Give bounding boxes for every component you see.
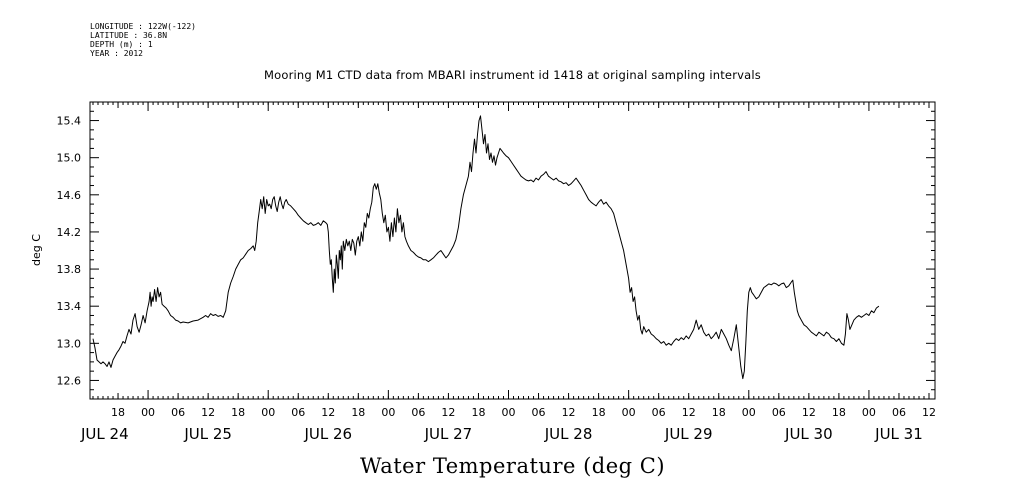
x-hour-label: 18 bbox=[231, 406, 245, 419]
x-hour-label: 00 bbox=[261, 406, 275, 419]
series-line-water-temperature bbox=[92, 115, 880, 380]
x-axis-label: Water Temperature (deg C) bbox=[359, 454, 666, 478]
x-hour-label: 12 bbox=[321, 406, 335, 419]
y-tick-label: 14.6 bbox=[57, 189, 82, 202]
x-day-label: JUL 27 bbox=[424, 425, 473, 443]
y-tick-label: 15.4 bbox=[57, 115, 82, 128]
meta-longitude: LONGITUDE : 122W(-122) bbox=[90, 22, 196, 31]
x-hour-label: 06 bbox=[772, 406, 786, 419]
x-day-label: JUL 28 bbox=[544, 425, 593, 443]
x-hour-label: 18 bbox=[351, 406, 365, 419]
x-hour-label: 00 bbox=[501, 406, 515, 419]
x-hour-label: 12 bbox=[201, 406, 215, 419]
x-hour-label: 00 bbox=[862, 406, 876, 419]
y-axis-label: deg C bbox=[30, 234, 43, 266]
meta-latitude: LATITUDE : 36.8N bbox=[90, 31, 168, 40]
x-hour-label: 06 bbox=[652, 406, 666, 419]
x-hour-label: 06 bbox=[411, 406, 425, 419]
metadata-block: LONGITUDE : 122W(-122) LATITUDE : 36.8N … bbox=[90, 22, 196, 58]
y-tick-label: 12.6 bbox=[57, 374, 82, 387]
x-hour-label: 12 bbox=[802, 406, 816, 419]
series-layer bbox=[92, 115, 880, 380]
x-day-label: JUL 24 bbox=[80, 425, 129, 443]
x-hour-label: 00 bbox=[141, 406, 155, 419]
x-hour-label: 12 bbox=[682, 406, 696, 419]
y-tick-label: 14.2 bbox=[57, 226, 82, 239]
y-tick-label: 13.8 bbox=[57, 263, 82, 276]
x-hour-label: 00 bbox=[381, 406, 395, 419]
x-hour-label: 18 bbox=[712, 406, 726, 419]
x-hour-label: 00 bbox=[742, 406, 756, 419]
y-axis: 12.6 13.0 13.4 13.8 14.2 14.6 15.0 15.4 bbox=[57, 101, 935, 400]
y-tick-label: 13.0 bbox=[57, 337, 82, 350]
x-hour-label: 00 bbox=[622, 406, 636, 419]
x-hour-label: 18 bbox=[111, 406, 125, 419]
x-hour-label: 18 bbox=[832, 406, 846, 419]
chart-title: Mooring M1 CTD data from MBARI instrumen… bbox=[264, 68, 761, 82]
x-day-label: JUL 30 bbox=[784, 425, 833, 443]
y-tick-label: 15.0 bbox=[57, 152, 82, 165]
meta-year: YEAR : 2012 bbox=[90, 49, 143, 58]
x-hour-label: 18 bbox=[592, 406, 606, 419]
x-hour-label: 06 bbox=[171, 406, 185, 419]
x-hour-label: 18 bbox=[471, 406, 485, 419]
x-hour-label: 06 bbox=[892, 406, 906, 419]
x-day-label: JUL 31 bbox=[874, 425, 923, 443]
x-hour-label: 12 bbox=[562, 406, 576, 419]
x-day-label: JUL 25 bbox=[183, 425, 232, 443]
y-tick-label: 13.4 bbox=[57, 300, 82, 313]
x-hour-label: 12 bbox=[441, 406, 455, 419]
x-hour-label: 06 bbox=[291, 406, 305, 419]
plot-frame bbox=[89, 101, 936, 400]
x-hour-label: 12 bbox=[922, 406, 936, 419]
x-day-label: JUL 26 bbox=[303, 425, 352, 443]
x-axis: 18 00 06 12 18 00 06 12 18 00 06 12 18 00 06 12 18 00 06 12… bbox=[80, 102, 936, 443]
x-day-label: JUL 29 bbox=[664, 425, 713, 443]
x-hour-label: 06 bbox=[532, 406, 546, 419]
meta-depth: DEPTH (m) : 1 bbox=[90, 40, 153, 49]
